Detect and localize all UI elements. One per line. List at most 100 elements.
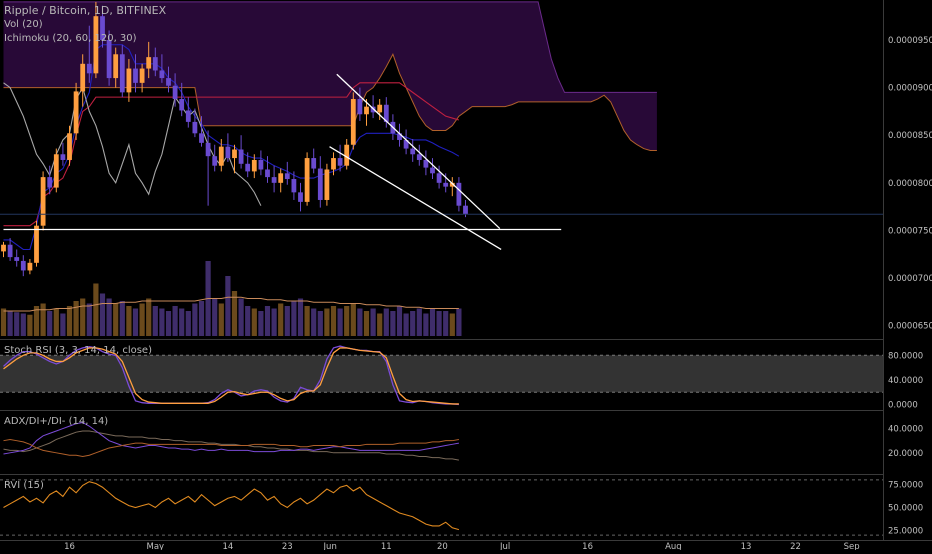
volume-bar <box>40 303 46 336</box>
volume-bar <box>198 301 205 336</box>
candle-body <box>350 99 356 145</box>
candle-body <box>139 68 145 83</box>
candle-body <box>205 142 211 157</box>
price-tick-label: 0.000075000 <box>888 226 932 236</box>
candle-body <box>317 168 323 200</box>
volume-bar <box>66 306 73 336</box>
candle-body <box>443 182 449 187</box>
candle-body <box>126 68 132 93</box>
stoch-tick-label: 0.0000 <box>888 401 918 411</box>
volume-bar <box>330 306 337 336</box>
volume-bar <box>304 306 310 336</box>
price-tick-label: 0.000095000 <box>888 36 932 46</box>
candle-body <box>278 173 284 183</box>
volume-bar <box>390 311 396 336</box>
time-tick-label: Aug <box>665 542 682 550</box>
candle-body <box>304 158 310 202</box>
volume-bar <box>251 308 257 336</box>
adx-tick-label: 20.0000 <box>888 449 923 459</box>
candle-body <box>159 70 165 79</box>
volume-bar <box>179 308 185 336</box>
candle-body <box>60 154 66 160</box>
candle-body <box>113 54 119 79</box>
chart-title: Ripple / Bitcoin, 1D, BITFINEX <box>4 4 167 17</box>
candle-body <box>377 104 383 113</box>
time-tick-label: Jul <box>499 542 510 550</box>
volume-bar <box>139 303 145 336</box>
candle-body <box>172 85 178 100</box>
candle-body <box>291 179 297 193</box>
volume-bar <box>20 313 26 336</box>
volume-bar <box>47 311 53 336</box>
volume-ma-line <box>3 296 459 312</box>
volume-bar <box>403 313 409 336</box>
di-minus-line <box>3 438 459 457</box>
di-plus-line <box>3 421 459 455</box>
volume-bar <box>278 303 284 336</box>
volume-bar <box>119 301 125 336</box>
volume-bar <box>377 313 383 336</box>
stoch-band <box>0 355 883 393</box>
candle-body <box>166 78 171 86</box>
candle-body <box>185 110 191 122</box>
volume-bar <box>423 313 429 336</box>
candle-body <box>179 99 185 111</box>
chikou-span-line <box>3 82 262 206</box>
time-tick-label: 14 <box>222 542 233 550</box>
candle-body <box>73 91 79 134</box>
candle-body <box>53 154 59 188</box>
candle-body <box>106 39 112 79</box>
volume-bar <box>132 308 139 336</box>
price-tick-label: 0.000065000 <box>888 322 932 332</box>
stoch-k-line <box>3 345 459 406</box>
candle-body <box>192 121 198 134</box>
volume-bar <box>245 306 251 336</box>
volume-bar <box>165 311 172 336</box>
candle-body <box>47 177 53 188</box>
volume-bar <box>258 311 264 336</box>
volume-bar <box>0 308 7 336</box>
volume-bar <box>192 303 198 336</box>
volume-bar <box>271 308 277 336</box>
time-tick-label: 22 <box>790 542 801 550</box>
candle-body <box>311 158 317 169</box>
rvi-tick-label: 75.0000 <box>888 480 923 490</box>
candle-body <box>271 177 277 183</box>
candle-body <box>430 167 435 174</box>
price-tick-label: 0.000085000 <box>888 131 932 141</box>
candle-body <box>284 173 290 180</box>
volume-bar <box>159 308 165 336</box>
volume-bar <box>113 303 119 336</box>
volume-bar <box>429 308 436 336</box>
volume-bar <box>357 308 363 336</box>
volume-bar <box>449 313 455 336</box>
kijun-sen-line <box>3 82 460 227</box>
candle-body <box>1 244 6 252</box>
volume-bar <box>350 303 356 336</box>
volume-bar <box>33 306 40 336</box>
volume-bar <box>264 306 271 336</box>
volume-bar <box>443 311 449 336</box>
candle-body <box>383 104 389 122</box>
rvi-label: RVI (15) <box>4 480 44 491</box>
volume-bar <box>396 306 403 336</box>
volume-bar <box>456 308 462 336</box>
candle-body <box>463 205 468 215</box>
volume-bar <box>152 306 158 336</box>
ichimoku-cloud <box>3 1 657 151</box>
candle-body <box>410 148 416 155</box>
candle-body <box>67 133 72 160</box>
volume-bar <box>172 306 178 336</box>
candle-body <box>93 16 99 74</box>
volume-bar <box>146 298 152 336</box>
candle-body <box>27 262 33 271</box>
volume-bar <box>238 298 244 336</box>
candle-body <box>298 192 303 202</box>
candle-body <box>251 159 257 172</box>
time-tick-label: 13 <box>741 542 752 550</box>
candle-body <box>357 99 363 115</box>
volume-bar <box>317 311 323 336</box>
candle-body <box>212 156 218 166</box>
